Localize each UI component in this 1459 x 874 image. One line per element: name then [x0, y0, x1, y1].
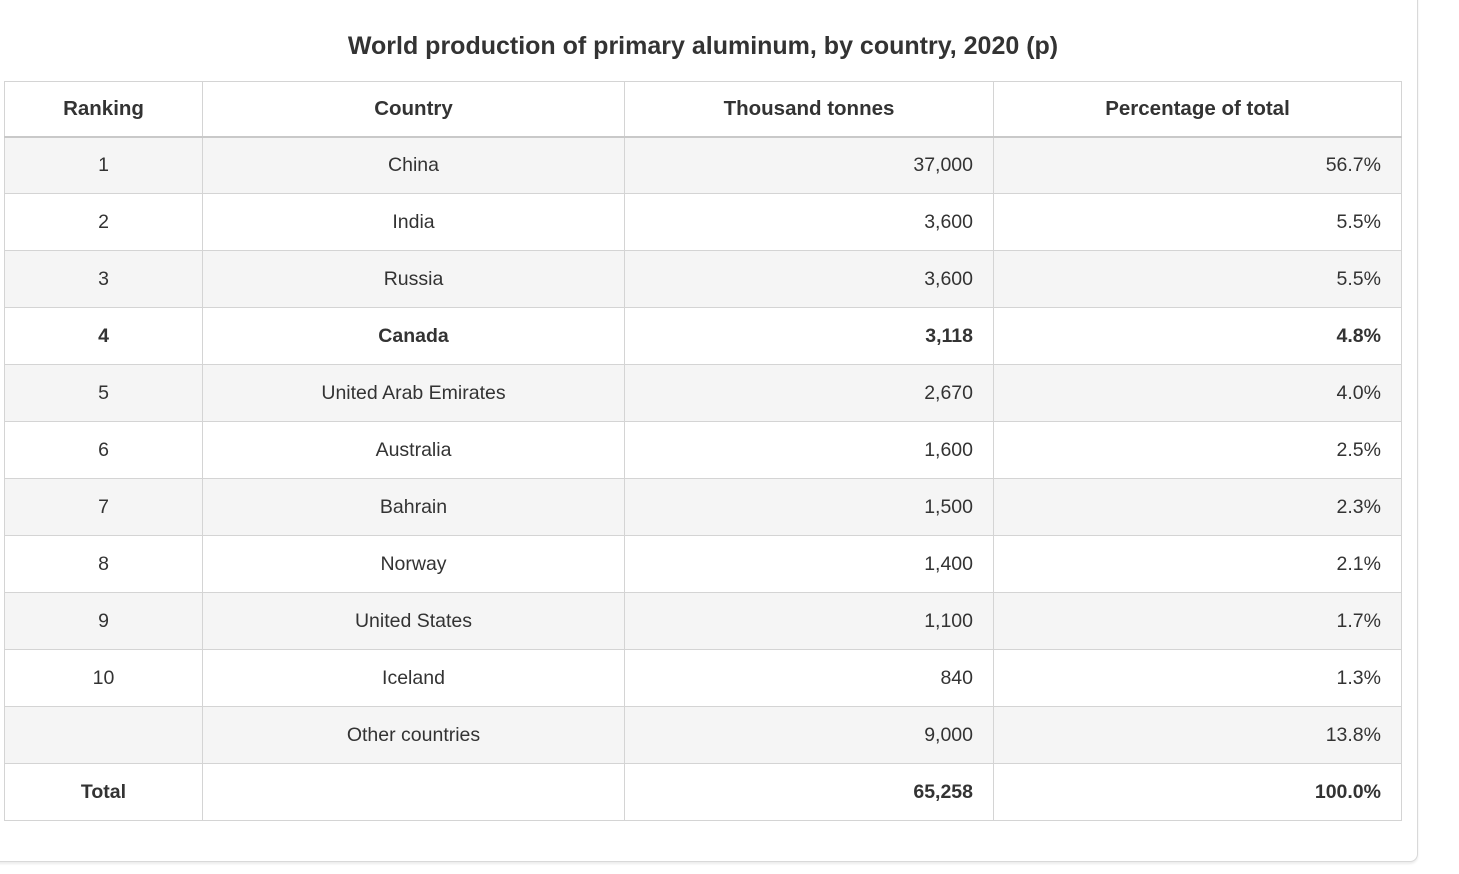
- cell-ranking: 1: [4, 136, 203, 194]
- cell-ranking: 10: [4, 649, 203, 707]
- table-row: 7 Bahrain 1,500 2.3%: [4, 478, 1402, 536]
- cell-pct: 5.5%: [993, 250, 1402, 308]
- cell-tonnes: 1,400: [624, 535, 994, 593]
- cell-tonnes: 65,258: [624, 763, 994, 821]
- cell-pct: 1.7%: [993, 592, 1402, 650]
- column-header-country: Country: [202, 81, 625, 138]
- table-row-canada-highlight: 4 Canada 3,118 4.8%: [4, 307, 1402, 365]
- cell-country: Canada: [202, 307, 625, 365]
- cell-ranking: 4: [4, 307, 203, 365]
- cell-tonnes: 3,600: [624, 250, 994, 308]
- cell-country: India: [202, 193, 625, 251]
- cell-pct: 2.1%: [993, 535, 1402, 593]
- table-row: 10 Iceland 840 1.3%: [4, 649, 1402, 707]
- page-title: World production of primary aluminum, by…: [347, 32, 1059, 60]
- cell-tonnes: 2,670: [624, 364, 994, 422]
- cell-tonnes: 3,600: [624, 193, 994, 251]
- column-header-pct: Percentage of total: [993, 81, 1402, 138]
- cell-ranking: [4, 706, 203, 764]
- table-row: 2 India 3,600 5.5%: [4, 193, 1402, 251]
- cell-ranking: 6: [4, 421, 203, 479]
- cell-tonnes: 1,600: [624, 421, 994, 479]
- cell-ranking: 9: [4, 592, 203, 650]
- table-row: 6 Australia 1,600 2.5%: [4, 421, 1402, 479]
- table-card: World production of primary aluminum, by…: [0, 0, 1418, 862]
- table-row: 1 China 37,000 56.7%: [4, 136, 1402, 194]
- cell-tonnes: 840: [624, 649, 994, 707]
- cell-ranking: Total: [4, 763, 203, 821]
- cell-tonnes: 3,118: [624, 307, 994, 365]
- cell-pct: 100.0%: [993, 763, 1402, 821]
- header-row: Ranking Country Thousand tonnes Percenta…: [4, 81, 1402, 138]
- cell-tonnes: 9,000: [624, 706, 994, 764]
- cell-country: China: [202, 136, 625, 194]
- table-row-total: Total 65,258 100.0%: [4, 763, 1402, 821]
- column-header-tonnes: Thousand tonnes: [624, 81, 994, 138]
- cell-ranking: 7: [4, 478, 203, 536]
- cell-tonnes: 37,000: [624, 136, 994, 194]
- cell-pct: 5.5%: [993, 193, 1402, 251]
- cell-tonnes: 1,500: [624, 478, 994, 536]
- cell-ranking: 8: [4, 535, 203, 593]
- cell-ranking: 5: [4, 364, 203, 422]
- cell-country: United States: [202, 592, 625, 650]
- cell-country: Bahrain: [202, 478, 625, 536]
- cell-ranking: 2: [4, 193, 203, 251]
- cell-country: [202, 763, 625, 821]
- table-row: 5 United Arab Emirates 2,670 4.0%: [4, 364, 1402, 422]
- cell-country: Other countries: [202, 706, 625, 764]
- cell-country: Russia: [202, 250, 625, 308]
- aluminum-production-table: Ranking Country Thousand tonnes Percenta…: [4, 81, 1402, 821]
- cell-tonnes: 1,100: [624, 592, 994, 650]
- table-row-other-countries: Other countries 9,000 13.8%: [4, 706, 1402, 764]
- cell-country: United Arab Emirates: [202, 364, 625, 422]
- cell-pct: 4.8%: [993, 307, 1402, 365]
- cell-country: Australia: [202, 421, 625, 479]
- table-row: 8 Norway 1,400 2.1%: [4, 535, 1402, 593]
- cell-country: Iceland: [202, 649, 625, 707]
- table-row: 9 United States 1,100 1.7%: [4, 592, 1402, 650]
- cell-pct: 13.8%: [993, 706, 1402, 764]
- column-header-ranking: Ranking: [4, 81, 203, 138]
- cell-pct: 1.3%: [993, 649, 1402, 707]
- cell-ranking: 3: [4, 250, 203, 308]
- cell-pct: 4.0%: [993, 364, 1402, 422]
- cell-pct: 2.3%: [993, 478, 1402, 536]
- cell-country: Norway: [202, 535, 625, 593]
- cell-pct: 56.7%: [993, 136, 1402, 194]
- cell-pct: 2.5%: [993, 421, 1402, 479]
- table-row: 3 Russia 3,600 5.5%: [4, 250, 1402, 308]
